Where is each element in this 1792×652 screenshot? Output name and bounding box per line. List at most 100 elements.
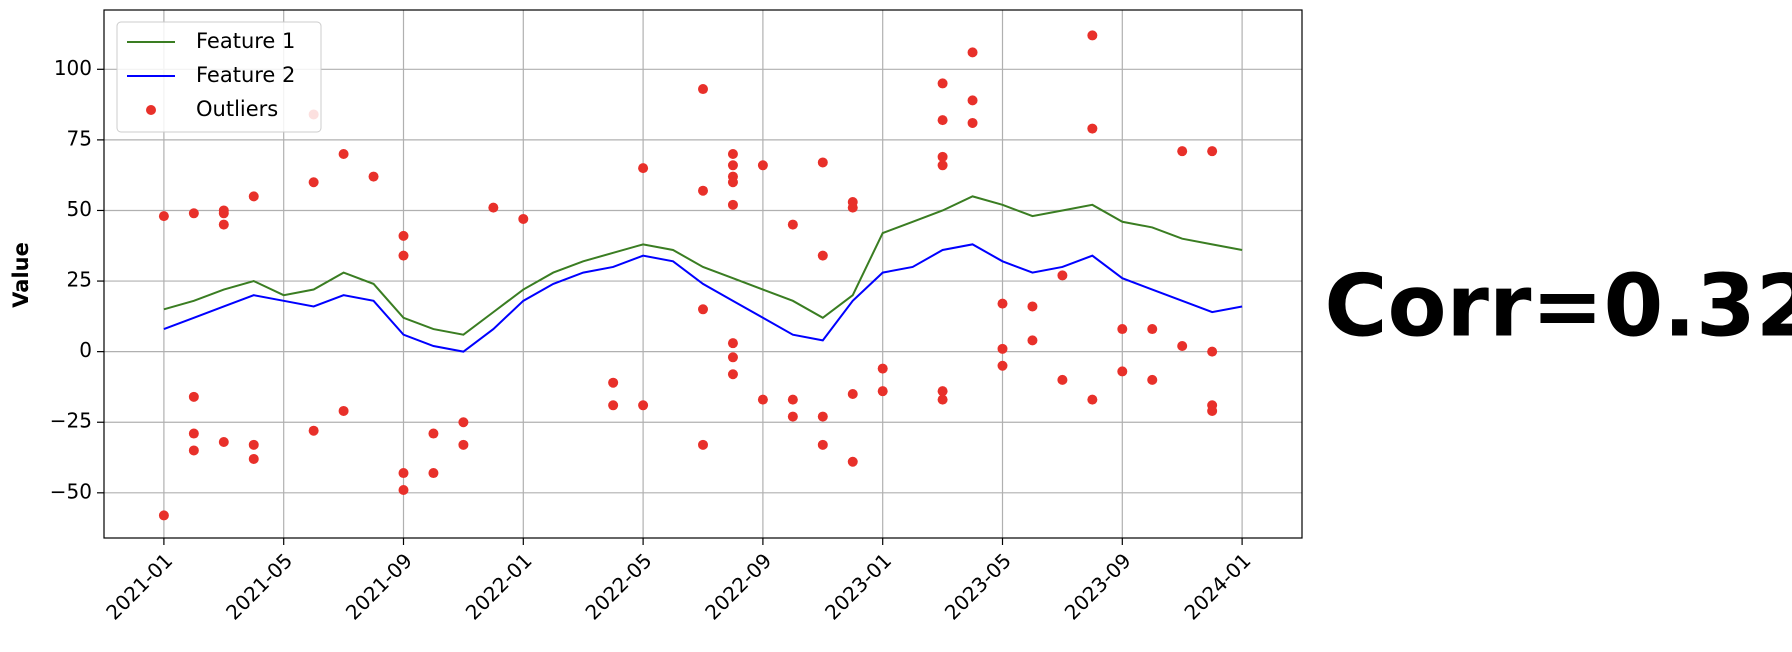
outlier-point xyxy=(638,400,649,411)
outlier-point xyxy=(248,191,259,202)
outlier-point xyxy=(1177,146,1188,157)
outlier-point xyxy=(248,453,259,464)
y-axis-label: Value xyxy=(9,242,33,308)
outlier-point xyxy=(727,352,738,363)
plot-frame xyxy=(103,9,1303,539)
outlier-point xyxy=(937,394,948,405)
outlier-point xyxy=(727,199,738,210)
y-tick-label: 0 xyxy=(79,338,92,362)
outlier-point xyxy=(1027,301,1038,312)
x-tick-label: 2021-05 xyxy=(221,548,297,624)
outlier-point xyxy=(188,208,199,219)
y-tick-label: 25 xyxy=(67,268,92,292)
outlier-point xyxy=(1147,324,1158,335)
y-tick-label: −25 xyxy=(50,409,92,433)
x-tick-label: 2024-01 xyxy=(1179,548,1255,624)
outlier-point xyxy=(698,84,708,95)
outlier-point xyxy=(428,428,439,439)
x-tick-label: 2022-05 xyxy=(580,548,656,624)
outlier-point xyxy=(1087,30,1098,41)
outlier-point xyxy=(608,377,619,388)
outlier-point xyxy=(727,171,738,182)
outlier-point xyxy=(1147,374,1158,385)
outlier-point xyxy=(817,411,828,422)
outlier-point xyxy=(1087,394,1098,405)
legend-label: Feature 2 xyxy=(196,63,295,87)
outlier-point xyxy=(1027,335,1038,346)
y-tick-label: −50 xyxy=(50,479,92,503)
outlier-point xyxy=(458,439,469,450)
x-tick-label: 2023-09 xyxy=(1060,548,1136,624)
outlier-point xyxy=(638,163,649,174)
outlier-point xyxy=(1117,324,1128,335)
outlier-point xyxy=(248,439,259,450)
outlier-point xyxy=(188,428,199,439)
outlier-point xyxy=(218,219,229,230)
outlier-point xyxy=(338,149,349,159)
outlier-point xyxy=(1177,341,1188,351)
outlier-point xyxy=(727,149,738,159)
outlier-point xyxy=(997,343,1008,354)
outlier-point xyxy=(847,389,858,399)
x-tick-label: 2022-01 xyxy=(461,548,537,624)
outlier-point xyxy=(398,230,409,241)
outlier-point xyxy=(787,394,798,405)
outlier-point xyxy=(877,363,888,374)
outlier-point xyxy=(698,304,708,315)
outlier-point xyxy=(398,485,409,495)
outlier-point xyxy=(997,360,1008,371)
x-tick-label: 2022-09 xyxy=(700,548,776,624)
outlier-point xyxy=(188,391,199,402)
outlier-point xyxy=(937,386,948,397)
outlier-point xyxy=(218,208,229,219)
outlier-point xyxy=(727,338,738,349)
outlier-point xyxy=(757,160,768,171)
legend-label: Outliers xyxy=(196,97,278,121)
outlier-point xyxy=(787,219,798,230)
outlier-point xyxy=(428,468,439,479)
legend-box xyxy=(116,21,322,133)
outlier-point xyxy=(817,439,828,450)
correlation-annotation: Corr=0.32 xyxy=(1324,256,1792,356)
outlier-point xyxy=(967,95,978,106)
outlier-point xyxy=(937,151,948,162)
legend: Feature 1 Feature 2 Outliers xyxy=(116,21,322,133)
outlier-point xyxy=(967,117,978,128)
outlier-point xyxy=(1057,270,1068,281)
legend-label: Feature 1 xyxy=(196,29,295,53)
legend-marker xyxy=(146,105,156,115)
outlier-point xyxy=(1117,366,1128,377)
outlier-point xyxy=(488,202,499,213)
outlier-point xyxy=(817,250,828,261)
outlier-point xyxy=(817,157,828,168)
outlier-point xyxy=(757,394,768,405)
outlier-point xyxy=(1087,123,1098,134)
x-tick-label: 2021-09 xyxy=(341,548,417,624)
outlier-point xyxy=(847,456,858,467)
outlier-point xyxy=(518,213,529,224)
outlier-point xyxy=(218,437,229,447)
outlier-point xyxy=(158,211,169,222)
outlier-point xyxy=(1207,346,1218,357)
outlier-point xyxy=(877,386,888,397)
outlier-point xyxy=(368,171,379,182)
y-tick-label: 100 xyxy=(54,56,92,80)
outlier-point xyxy=(608,400,619,411)
outlier-point xyxy=(698,185,708,196)
x-tick-label: 2021-01 xyxy=(101,548,177,624)
outlier-point xyxy=(997,298,1008,309)
outlier-point xyxy=(188,445,199,456)
outlier-point xyxy=(1207,405,1218,416)
outlier-point xyxy=(308,177,319,188)
outlier-point xyxy=(398,468,409,479)
outlier-point xyxy=(727,160,738,171)
outlier-point xyxy=(1057,374,1068,385)
outlier-point xyxy=(158,510,169,521)
outlier-point xyxy=(727,369,738,380)
outlier-point xyxy=(398,250,409,261)
outlier-point xyxy=(1207,146,1218,157)
x-tick-label: 2023-05 xyxy=(940,548,1016,624)
outlier-point xyxy=(937,78,948,89)
outlier-point xyxy=(458,417,469,428)
